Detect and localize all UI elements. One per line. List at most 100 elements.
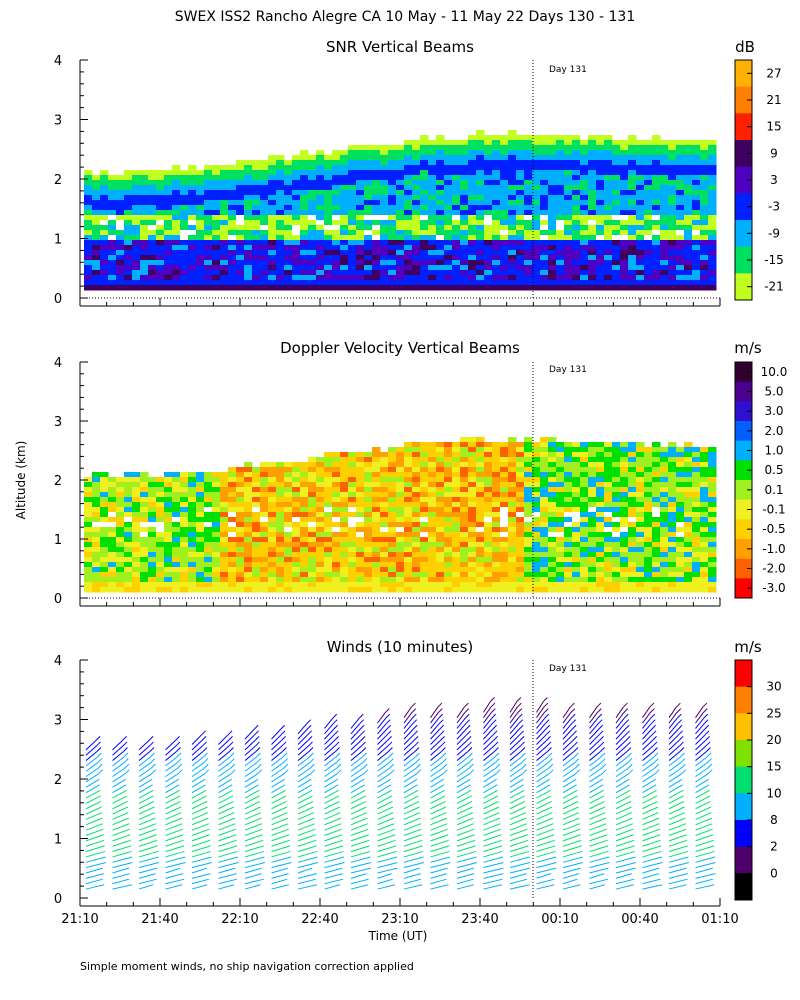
snr-cell — [468, 275, 477, 281]
doppler-cell — [404, 452, 413, 458]
snr-cell — [348, 240, 357, 246]
snr-cell — [484, 275, 493, 281]
snr-cell — [700, 215, 709, 221]
wind-barb-flag — [283, 769, 289, 775]
doppler-cell — [132, 572, 141, 578]
wind-barb — [218, 740, 229, 751]
snr-cell — [348, 245, 357, 251]
doppler-cell — [468, 532, 477, 538]
doppler-cell — [692, 567, 701, 573]
doppler-cell — [508, 467, 517, 473]
doppler-cell — [212, 482, 221, 488]
doppler-cell — [556, 452, 565, 458]
doppler-cell — [268, 587, 277, 593]
wind-barb — [244, 867, 262, 874]
doppler-cell — [580, 452, 589, 458]
doppler-cell — [324, 517, 333, 523]
snr-cell — [324, 165, 333, 171]
snr-cell — [292, 280, 301, 286]
snr-cell — [436, 210, 445, 216]
doppler-cell — [364, 587, 373, 593]
doppler-cell — [356, 517, 365, 523]
doppler-cell — [172, 532, 181, 538]
doppler-cell — [604, 477, 613, 483]
snr-cell — [396, 215, 405, 221]
snr-cell — [356, 175, 365, 181]
snr-cell — [428, 150, 437, 156]
doppler-cell — [540, 562, 549, 568]
snr-cell — [260, 210, 269, 216]
colorbar-swatch — [735, 460, 752, 481]
snr-cell — [380, 210, 389, 216]
snr-cell — [356, 245, 365, 251]
snr-cell — [204, 200, 213, 206]
doppler-cell — [156, 502, 165, 508]
doppler-cell — [100, 567, 109, 573]
snr-cell — [684, 240, 693, 246]
doppler-cell — [572, 447, 581, 453]
doppler-cell — [372, 507, 381, 513]
doppler-cell — [428, 477, 437, 483]
doppler-cell — [340, 452, 349, 458]
wind-barb — [244, 734, 255, 745]
doppler-cell — [284, 567, 293, 573]
doppler-cell — [332, 452, 341, 458]
snr-cell — [532, 220, 541, 226]
doppler-cell — [420, 497, 429, 503]
wind-barb-flag — [201, 730, 206, 736]
snr-cell — [228, 225, 237, 231]
doppler-cell — [492, 527, 501, 533]
snr-cell — [412, 260, 421, 266]
doppler-cell — [404, 557, 413, 563]
snr-cell — [644, 165, 653, 171]
doppler-cell — [404, 507, 413, 513]
doppler-cell — [492, 482, 501, 488]
doppler-cell — [364, 562, 373, 568]
doppler-cell — [588, 587, 597, 593]
colorbar-tick-label: 9 — [770, 146, 778, 160]
snr-cell — [604, 205, 613, 211]
doppler-cell — [348, 557, 357, 563]
snr-cell — [436, 200, 445, 206]
snr-cell — [396, 170, 405, 176]
doppler-cell — [236, 502, 245, 508]
doppler-cell — [420, 482, 429, 488]
doppler-cell — [580, 547, 589, 553]
doppler-cell — [676, 477, 685, 483]
doppler-cell — [228, 487, 237, 493]
snr-cell — [388, 195, 397, 201]
snr-cell — [92, 255, 101, 261]
snr-cell — [116, 265, 125, 271]
snr-cell — [468, 240, 477, 246]
snr-cell — [188, 230, 197, 236]
snr-cell — [556, 280, 565, 286]
doppler-cell — [132, 507, 141, 513]
snr-cell — [700, 235, 709, 241]
doppler-cell — [524, 512, 533, 518]
doppler-cell — [620, 477, 629, 483]
doppler-cell — [300, 497, 309, 503]
doppler-cell — [636, 542, 645, 548]
wind-barb — [218, 862, 239, 869]
doppler-cell — [692, 527, 701, 533]
snr-cell — [492, 185, 501, 191]
snr-cell — [524, 280, 533, 286]
wind-barb — [297, 795, 313, 804]
snr-cell — [220, 265, 229, 271]
doppler-cell — [652, 442, 661, 448]
doppler-cell — [636, 472, 645, 478]
doppler-cell — [428, 537, 437, 543]
doppler-cell — [284, 532, 293, 538]
colorbar-tick-label: 10.0 — [761, 365, 788, 379]
doppler-cell — [396, 452, 405, 458]
snr-cell — [180, 200, 189, 206]
snr-cell — [204, 245, 213, 251]
snr-cell — [628, 235, 637, 241]
doppler-cell — [508, 572, 517, 578]
doppler-cell — [412, 582, 421, 588]
doppler-cell — [628, 512, 637, 518]
wind-barb-flag — [203, 752, 208, 758]
doppler-cell — [468, 552, 477, 558]
doppler-cell — [684, 522, 693, 528]
doppler-cell — [508, 587, 517, 593]
